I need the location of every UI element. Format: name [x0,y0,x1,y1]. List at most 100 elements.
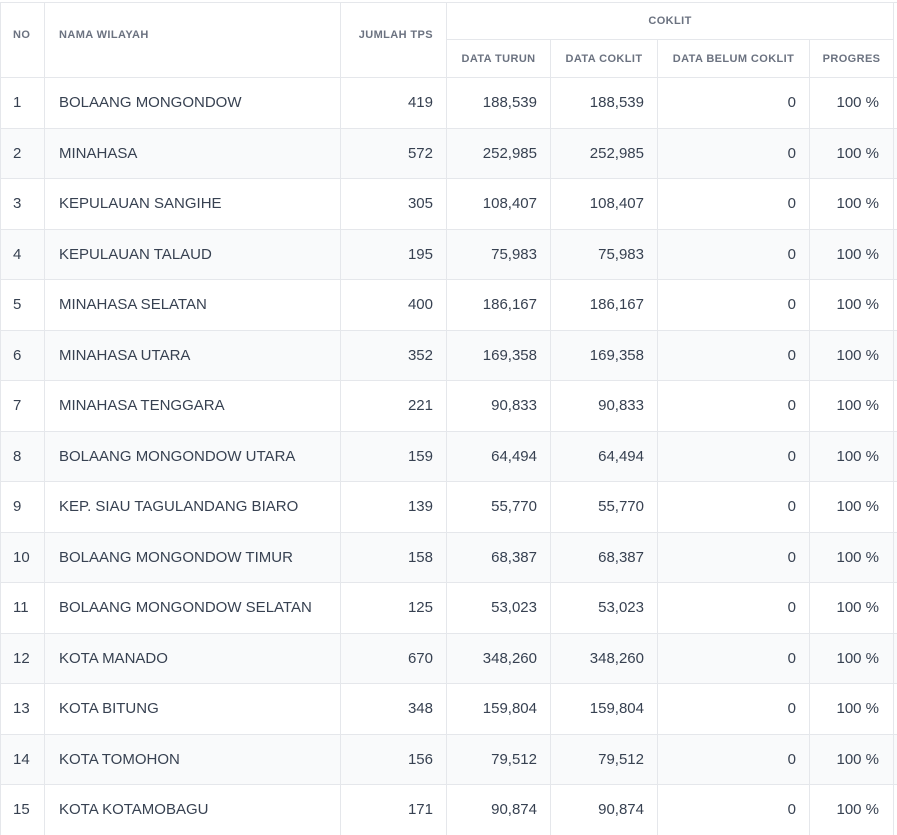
cell-no: 9 [0,481,45,533]
column-header-progres[interactable]: PROGRES [808,39,895,78]
cell-jumlah-tps: 195 [340,228,447,280]
table-row[interactable]: 11 BOLAANG MONGONDOW SELATAN 125 53,023 53,0… [0,582,897,634]
cell-progres: 100 % [808,632,895,684]
table-header: NO NAMA WILAYAH JUMLAH TPS COKLIT DATA T… [0,2,897,78]
table-row[interactable]: 12 KOTA MANADO 670 348,260 348,260 0 100 % [0,632,897,684]
cell-data-coklit: 159,804 [550,683,658,735]
cell-extra [893,632,897,684]
cell-progres: 100 % [808,784,895,835]
cell-data-turun: 159,804 [446,683,551,735]
cell-no: 7 [0,380,45,432]
cell-data-turun: 348,260 [446,632,551,684]
table-row[interactable]: 9 KEP. SIAU TAGULANDANG BIARO 139 55,770 55,… [0,481,897,533]
cell-nama-wilayah: KEPULAUAN TALAUD [44,228,341,280]
cell-data-belum-coklit: 0 [657,632,810,684]
cell-data-coklit: 53,023 [550,582,658,634]
column-header-nama-wilayah[interactable]: NAMA WILAYAH [44,2,341,78]
cell-extra [893,430,897,482]
column-header-data-turun[interactable]: DATA TURUN [446,39,551,78]
cell-nama-wilayah: KEP. SIAU TAGULANDANG BIARO [44,481,341,533]
cell-data-belum-coklit: 0 [657,178,810,230]
table-row[interactable]: 2 MINAHASA 572 252,985 252,985 0 100 % [0,127,897,179]
column-header-data-belum-coklit[interactable]: DATA BELUM COKLIT [657,39,810,78]
column-header-jumlah-tps[interactable]: JUMLAH TPS [340,2,447,78]
cell-data-belum-coklit: 0 [657,228,810,280]
table-row[interactable]: 6 MINAHASA UTARA 352 169,358 169,358 0 100 % [0,329,897,381]
cell-data-coklit: 348,260 [550,632,658,684]
cell-data-turun: 188,539 [446,77,551,129]
cell-extra [893,683,897,735]
cell-data-belum-coklit: 0 [657,531,810,583]
cell-data-turun: 169,358 [446,329,551,381]
cell-no: 1 [0,77,45,129]
cell-data-belum-coklit: 0 [657,481,810,533]
cell-extra [893,178,897,230]
cell-nama-wilayah: KEPULAUAN SANGIHE [44,178,341,230]
cell-jumlah-tps: 125 [340,582,447,634]
cell-extra [893,77,897,129]
cell-progres: 100 % [808,228,895,280]
cell-no: 15 [0,784,45,835]
cell-data-turun: 68,387 [446,531,551,583]
cell-data-coklit: 68,387 [550,531,658,583]
cell-jumlah-tps: 139 [340,481,447,533]
cell-nama-wilayah: MINAHASA UTARA [44,329,341,381]
column-group-header-coklit: COKLIT [445,2,895,40]
cell-no: 3 [0,178,45,230]
cell-data-coklit: 108,407 [550,178,658,230]
table-row[interactable]: 15 KOTA KOTAMOBAGU 171 90,874 90,874 0 100 % [0,784,897,835]
cell-no: 10 [0,531,45,583]
column-header-data-coklit[interactable]: DATA COKLIT [550,39,658,78]
cell-nama-wilayah: KOTA KOTAMOBAGU [44,784,341,835]
cell-nama-wilayah: BOLAANG MONGONDOW [44,77,341,129]
cell-no: 6 [0,329,45,381]
cell-jumlah-tps: 171 [340,784,447,835]
cell-data-coklit: 90,833 [550,380,658,432]
cell-extra [893,127,897,179]
column-header-no[interactable]: NO [0,2,45,78]
cell-data-coklit: 64,494 [550,430,658,482]
cell-data-coklit: 55,770 [550,481,658,533]
table-row[interactable]: 4 KEPULAUAN TALAUD 195 75,983 75,983 0 100 % [0,228,897,280]
table-body: 1 BOLAANG MONGONDOW 419 188,539 188,539 0 100 … [0,77,897,835]
cell-data-coklit: 252,985 [550,127,658,179]
cell-nama-wilayah: KOTA BITUNG [44,683,341,735]
table-row[interactable]: 13 KOTA BITUNG 348 159,804 159,804 0 100 % [0,683,897,735]
cell-extra [893,531,897,583]
cell-data-turun: 79,512 [446,733,551,785]
cell-nama-wilayah: KOTA MANADO [44,632,341,684]
cell-extra [893,481,897,533]
cell-data-belum-coklit: 0 [657,784,810,835]
cell-no: 13 [0,683,45,735]
cell-extra [893,279,897,331]
table-row[interactable]: 5 MINAHASA SELATAN 400 186,167 186,167 0 100 % [0,279,897,331]
cell-data-belum-coklit: 0 [657,683,810,735]
cell-data-belum-coklit: 0 [657,380,810,432]
column-header-extra [893,2,897,78]
table-row[interactable]: 1 BOLAANG MONGONDOW 419 188,539 188,539 0 100 … [0,77,897,129]
table-row[interactable]: 3 KEPULAUAN SANGIHE 305 108,407 108,407 0 100 … [0,178,897,230]
cell-data-turun: 186,167 [446,279,551,331]
cell-progres: 100 % [808,279,895,331]
table-row[interactable]: 10 BOLAANG MONGONDOW TIMUR 158 68,387 68,387… [0,531,897,583]
cell-no: 12 [0,632,45,684]
cell-jumlah-tps: 572 [340,127,447,179]
table-row[interactable]: 7 MINAHASA TENGGARA 221 90,833 90,833 0 100 % [0,380,897,432]
table-row[interactable]: 8 BOLAANG MONGONDOW UTARA 159 64,494 64,494 0… [0,430,897,482]
cell-data-turun: 252,985 [446,127,551,179]
cell-jumlah-tps: 419 [340,77,447,129]
cell-progres: 100 % [808,127,895,179]
cell-no: 8 [0,430,45,482]
cell-data-turun: 90,874 [446,784,551,835]
cell-progres: 100 % [808,77,895,129]
cell-jumlah-tps: 156 [340,733,447,785]
cell-data-coklit: 79,512 [550,733,658,785]
cell-extra [893,582,897,634]
cell-extra [893,733,897,785]
cell-data-coklit: 75,983 [550,228,658,280]
table-row[interactable]: 14 KOTA TOMOHON 156 79,512 79,512 0 100 % [0,733,897,785]
cell-progres: 100 % [808,683,895,735]
cell-jumlah-tps: 221 [340,380,447,432]
